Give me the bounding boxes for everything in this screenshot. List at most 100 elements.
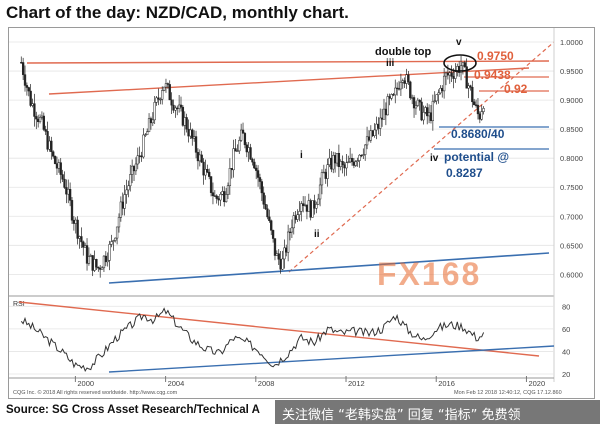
candle-body bbox=[476, 104, 480, 115]
candle-body bbox=[333, 155, 337, 164]
annotation-level-92: 0.92 bbox=[504, 82, 528, 96]
candle-body bbox=[266, 208, 269, 218]
candle-body bbox=[461, 62, 465, 67]
footer-watermark-bar bbox=[275, 400, 600, 424]
candle-body bbox=[93, 259, 96, 271]
candle-body bbox=[454, 71, 457, 79]
candle-body bbox=[245, 144, 248, 153]
candle-body bbox=[420, 101, 423, 121]
candle-body bbox=[147, 118, 151, 132]
chart-canvas: 1.0000 0.9500 0.9000 0.8500 0.8000 0.7500 0.70… bbox=[9, 28, 583, 396]
candle-body bbox=[179, 104, 183, 108]
cqg-copyright: CQG Inc. © 2018 All rights reserved worl… bbox=[13, 389, 178, 396]
candle-body bbox=[285, 247, 288, 253]
candle-body bbox=[213, 195, 216, 197]
cqg-timestamp: Mon Feb 12 2018 12:40:12, CQG 17.12.860 bbox=[454, 390, 562, 396]
candle-body bbox=[469, 85, 472, 88]
candle-body bbox=[343, 164, 346, 169]
candle-body bbox=[354, 161, 357, 166]
price-candles bbox=[20, 55, 485, 278]
candle-body bbox=[335, 153, 339, 164]
candle-body bbox=[61, 174, 64, 180]
candle-body bbox=[260, 181, 263, 194]
candle-body bbox=[170, 99, 173, 106]
candle-body bbox=[236, 150, 239, 152]
price-y-tick-label: 0.9500 bbox=[560, 67, 583, 76]
candle-body bbox=[379, 117, 382, 129]
candle-body bbox=[121, 201, 124, 209]
candle-body bbox=[448, 72, 451, 76]
rsi-gridlines bbox=[9, 305, 554, 375]
candle-body bbox=[176, 107, 179, 110]
footer-watermark-text: 关注微信 “老韩实盘” 回复 “指标” 免费领 bbox=[282, 408, 521, 423]
candle-body bbox=[427, 112, 431, 117]
candle-body bbox=[377, 123, 380, 129]
candle-body bbox=[209, 176, 213, 193]
rsi-y-ticks: 80 60 40 20 bbox=[562, 302, 570, 379]
candle-body bbox=[439, 87, 442, 94]
candle-body bbox=[125, 189, 128, 195]
candle-body bbox=[463, 62, 466, 67]
annotation-potential-value: 0.8287 bbox=[446, 166, 483, 180]
x-tick-label: 2008 bbox=[258, 379, 275, 388]
candle-body bbox=[134, 163, 138, 172]
candle-body bbox=[401, 80, 404, 83]
candle-body bbox=[208, 171, 211, 177]
candle-body bbox=[313, 200, 316, 209]
x-tick-label: 2016 bbox=[438, 379, 455, 388]
candle-body bbox=[42, 115, 45, 130]
candle-body bbox=[74, 219, 77, 224]
candle-body bbox=[471, 86, 474, 103]
candle-body bbox=[129, 174, 132, 187]
candle-body bbox=[459, 65, 463, 73]
candle-body bbox=[35, 116, 38, 120]
candle-body bbox=[392, 94, 395, 96]
candle-body bbox=[238, 140, 241, 152]
candle-body bbox=[330, 157, 333, 170]
price-y-ticks: 1.0000 0.9500 0.9000 0.8500 0.8000 0.7500 0.70… bbox=[560, 38, 583, 279]
candle-body bbox=[219, 194, 222, 201]
candle-body bbox=[337, 153, 341, 167]
candle-body bbox=[142, 134, 145, 158]
candle-body bbox=[345, 162, 348, 169]
annotation-double-top: double top bbox=[375, 46, 431, 58]
candle-body bbox=[339, 161, 342, 167]
candle-body bbox=[63, 178, 66, 188]
dashed-trendline bbox=[288, 41, 555, 273]
candle-body bbox=[23, 74, 27, 86]
candle-body bbox=[132, 165, 136, 172]
candle-body bbox=[200, 154, 203, 163]
x-tick-label: 2004 bbox=[168, 379, 185, 388]
candle-body bbox=[358, 154, 361, 161]
candle-body bbox=[286, 231, 290, 253]
price-y-tick-label: 0.7000 bbox=[560, 212, 583, 221]
price-y-tick-label: 0.9000 bbox=[560, 96, 583, 105]
candle-body bbox=[294, 215, 297, 220]
x-tick-label: 2020 bbox=[528, 379, 545, 388]
candle-body bbox=[369, 130, 372, 141]
candle-body bbox=[364, 144, 367, 155]
candle-body bbox=[247, 147, 250, 153]
candle-body bbox=[115, 226, 119, 239]
candle-body bbox=[388, 96, 391, 99]
candle-body bbox=[67, 188, 70, 195]
candle-body bbox=[249, 147, 252, 160]
candle-body bbox=[123, 194, 126, 209]
candle-body bbox=[290, 227, 294, 233]
candle-body bbox=[146, 131, 149, 136]
candle-body bbox=[465, 66, 468, 89]
candle-body bbox=[68, 188, 72, 201]
candle-body bbox=[55, 163, 59, 169]
candle-body bbox=[48, 140, 51, 150]
price-y-tick-label: 0.8500 bbox=[560, 125, 583, 134]
annotation-level-9438: 0.9438 bbox=[474, 68, 511, 82]
candle-body bbox=[76, 219, 79, 239]
candle-body bbox=[296, 214, 299, 220]
candle-body bbox=[409, 81, 412, 99]
candle-body bbox=[450, 72, 453, 77]
annotation-wave-v: v bbox=[456, 37, 462, 48]
source-note: Source: SG Cross Asset Research/Technica… bbox=[6, 404, 260, 416]
candle-body bbox=[298, 211, 301, 215]
candle-body bbox=[441, 87, 444, 92]
candle-body bbox=[52, 151, 55, 157]
